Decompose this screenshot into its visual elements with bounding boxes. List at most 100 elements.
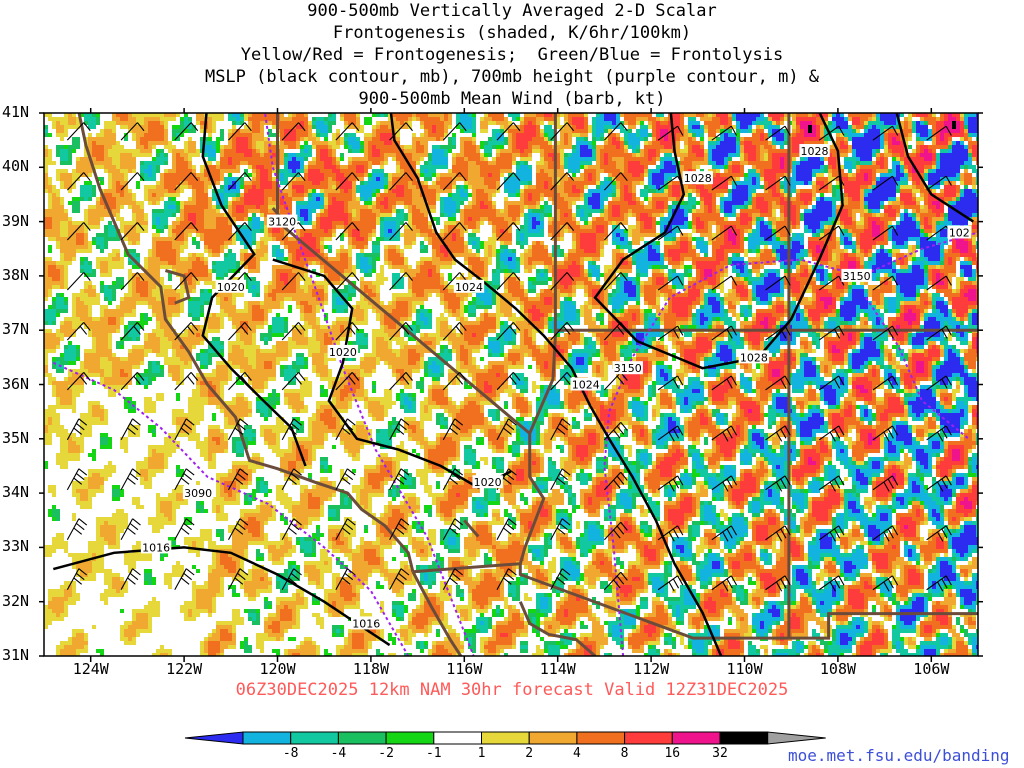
shade-cell [776, 149, 780, 153]
shade-cell [380, 185, 384, 189]
shade-cell [208, 185, 212, 189]
shade-cell [396, 173, 400, 177]
shade-cell [236, 201, 240, 205]
shade-cell [300, 129, 304, 133]
shade-cell [208, 201, 212, 205]
shade-cell [468, 125, 472, 129]
shade-cell [748, 193, 752, 197]
shade-cell [536, 117, 540, 121]
shade-cell [956, 149, 960, 153]
shade-cell [252, 137, 256, 141]
shade-cell [860, 141, 864, 145]
shade-cell [564, 181, 568, 185]
shade-cell [428, 185, 432, 189]
shade-cell [736, 145, 740, 149]
shade-cell [396, 157, 400, 161]
shade-cell [792, 133, 796, 137]
shade-cell [68, 153, 72, 157]
shade-cell [280, 117, 284, 121]
shade-cell [72, 197, 76, 201]
shade-cell [192, 197, 196, 201]
shade-cell [468, 165, 472, 169]
shade-cell [164, 169, 168, 173]
shade-cell [100, 145, 104, 149]
shade-cell [548, 121, 552, 125]
shade-cell [956, 197, 960, 201]
shade-cell [956, 177, 960, 181]
shade-cell [632, 117, 636, 121]
shade-cell [384, 189, 388, 193]
shade-cell [364, 121, 368, 125]
shade-cell [700, 129, 704, 133]
shade-cell [144, 137, 148, 141]
shade-cell [580, 177, 584, 181]
shade-cell [644, 133, 648, 137]
shade-cell [672, 169, 676, 173]
shade-cell [364, 205, 368, 209]
shade-cell [752, 169, 756, 173]
shade-cell [968, 197, 972, 201]
shade-cell [376, 201, 380, 205]
shade-cell [736, 205, 740, 209]
shade-cell [712, 117, 716, 121]
shade-cell [964, 201, 968, 205]
shade-cell [816, 121, 820, 125]
shade-cell [916, 137, 920, 141]
shade-cell [580, 165, 584, 169]
shade-cell [960, 149, 964, 153]
shade-cell [608, 141, 612, 145]
shade-cell [848, 205, 852, 209]
shade-cell [932, 177, 936, 181]
shade-cell [596, 157, 600, 161]
shade-cell [604, 165, 608, 169]
shade-cell [172, 177, 176, 181]
shade-cell [352, 189, 356, 193]
shade-cell [664, 165, 668, 169]
shade-cell [288, 201, 292, 205]
shade-cell [176, 149, 180, 153]
shade-cell [964, 153, 968, 157]
shade-cell [52, 121, 56, 125]
shade-cell [740, 149, 744, 153]
shade-cell [864, 121, 868, 125]
shade-cell [112, 197, 116, 201]
shade-cell [324, 165, 328, 169]
shade-cell [592, 205, 596, 209]
shade-cell [308, 149, 312, 153]
shade-cell [216, 209, 220, 213]
shade-cell [792, 173, 796, 177]
shade-cell [212, 209, 216, 213]
shade-cell [144, 133, 148, 137]
shade-cell [752, 117, 756, 121]
shade-cell [596, 193, 600, 197]
shade-cell [444, 125, 448, 129]
shade-cell [304, 165, 308, 169]
shade-cell [600, 153, 604, 157]
shade-cell [692, 133, 696, 137]
shade-cell [544, 169, 548, 173]
shade-cell [700, 157, 704, 161]
shade-cell [836, 129, 840, 133]
shade-cell [60, 177, 64, 181]
shade-cell [60, 153, 64, 157]
shade-cell [804, 117, 808, 121]
shade-cell [472, 189, 476, 193]
shade-cell [324, 137, 328, 141]
shade-cell [208, 161, 212, 165]
shade-cell [108, 169, 112, 173]
shade-cell [844, 153, 848, 157]
shade-cell [640, 137, 644, 141]
shade-cell [824, 189, 828, 193]
shade-cell [204, 173, 208, 177]
shade-cell [396, 125, 400, 129]
shade-cell [440, 197, 444, 201]
shade-cell [272, 193, 276, 197]
shade-cell [452, 137, 456, 141]
shade-cell [804, 169, 808, 173]
shade-cell [124, 201, 128, 205]
shade-cell [380, 133, 384, 137]
shade-cell [652, 181, 656, 185]
shade-cell [508, 161, 512, 165]
shade-cell [868, 185, 872, 189]
shade-cell [332, 197, 336, 201]
